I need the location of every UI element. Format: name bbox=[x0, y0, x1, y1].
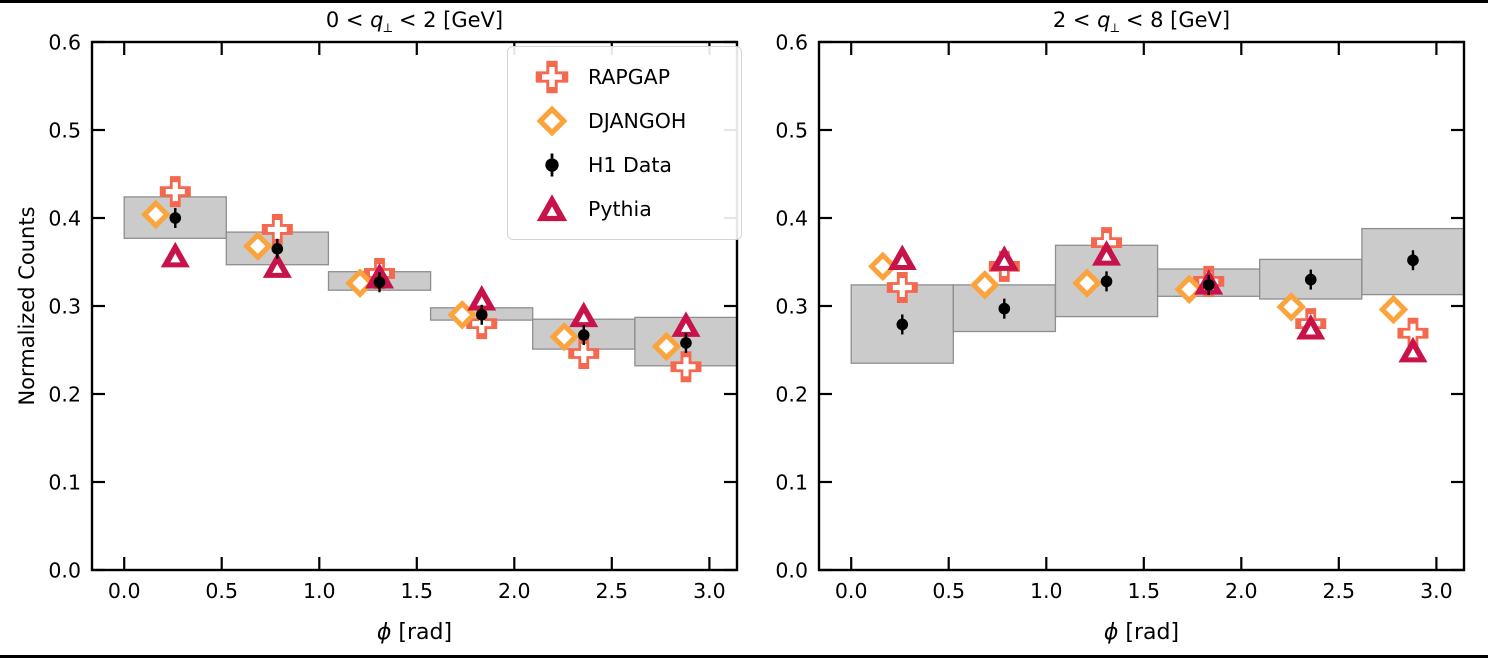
legend-item-pythia: Pythia bbox=[530, 187, 741, 231]
h1-data-marker-icon bbox=[545, 153, 559, 177]
y-tick-label: 0.6 bbox=[48, 31, 81, 55]
rapgap-marker-icon bbox=[535, 60, 569, 94]
x-tick-label: 0.5 bbox=[932, 579, 965, 603]
x-tick-label: 0.0 bbox=[835, 579, 868, 603]
series-h1-data bbox=[896, 250, 1419, 335]
x-tick-label: 2.5 bbox=[1322, 579, 1355, 603]
y-tick-label: 0.2 bbox=[48, 383, 81, 407]
left-x-axis-label: ϕ [rad] bbox=[376, 620, 453, 645]
legend-label: RAPGAP bbox=[588, 65, 671, 89]
y-tick-label: 0.6 bbox=[775, 31, 808, 55]
djangoh-marker-icon bbox=[536, 105, 568, 137]
y-tick-label: 0.3 bbox=[775, 295, 808, 319]
y-tick-label: 0.0 bbox=[775, 559, 808, 583]
x-tick-label: 2.5 bbox=[595, 579, 628, 603]
sys-uncertainty-boxes bbox=[850, 227, 1465, 364]
y-tick-label: 0.5 bbox=[48, 119, 81, 143]
x-tick-label: 1.5 bbox=[400, 579, 433, 603]
y-tick-label: 0.3 bbox=[48, 295, 81, 319]
legend-item-rapgap: RAPGAP bbox=[530, 55, 741, 99]
figure-top-border bbox=[0, 0, 1488, 3]
y-tick-label: 0.5 bbox=[775, 119, 808, 143]
y-tick-label: 0.4 bbox=[48, 207, 81, 231]
figure-bottom-border bbox=[0, 655, 1488, 658]
series-pythia bbox=[887, 240, 1428, 363]
legend: RAPGAP DJANGOH H1 Data Pythia bbox=[507, 46, 742, 240]
y-tick-label: 0.1 bbox=[775, 471, 808, 495]
legend-item-djangoh: DJANGOH bbox=[530, 99, 741, 143]
legend-label: DJANGOH bbox=[588, 109, 687, 133]
x-tick-label: 1.0 bbox=[303, 579, 336, 603]
series-djangoh bbox=[868, 251, 1409, 325]
x-tick-label: 3.0 bbox=[693, 579, 726, 603]
x-tick-label: 2.0 bbox=[1225, 579, 1258, 603]
y-tick-label: 0.4 bbox=[775, 207, 808, 231]
x-tick-label: 1.0 bbox=[1030, 579, 1063, 603]
right-panel-title: 2 < q⟂ < 8 [GeV] bbox=[1052, 8, 1231, 37]
series-h1-data bbox=[169, 208, 692, 353]
right-x-axis-label: ϕ [rad] bbox=[1103, 620, 1180, 645]
axis-ticks: 0.0 0.5 1.0 1.5 2.0 2.5 3.0 0.0 0.1 0.2 0.3 0.4 0.5 0… bbox=[775, 31, 1464, 603]
x-tick-label: 3.0 bbox=[1420, 579, 1453, 603]
series-djangoh bbox=[141, 199, 682, 362]
legend-label: H1 Data bbox=[588, 153, 672, 177]
x-tick-label: 0.0 bbox=[108, 579, 141, 603]
x-tick-label: 1.5 bbox=[1127, 579, 1160, 603]
legend-label: Pythia bbox=[588, 197, 652, 221]
y-tick-label: 0.2 bbox=[775, 383, 808, 407]
x-tick-label: 2.0 bbox=[498, 579, 531, 603]
x-tick-label: 0.5 bbox=[205, 579, 238, 603]
y-tick-label: 0.0 bbox=[48, 559, 81, 583]
y-tick-label: 0.1 bbox=[48, 471, 81, 495]
legend-item-h1-data: H1 Data bbox=[530, 143, 741, 187]
pythia-marker-icon bbox=[536, 194, 568, 222]
left-panel-title: 0 < q⟂ < 2 [GeV] bbox=[325, 8, 504, 37]
